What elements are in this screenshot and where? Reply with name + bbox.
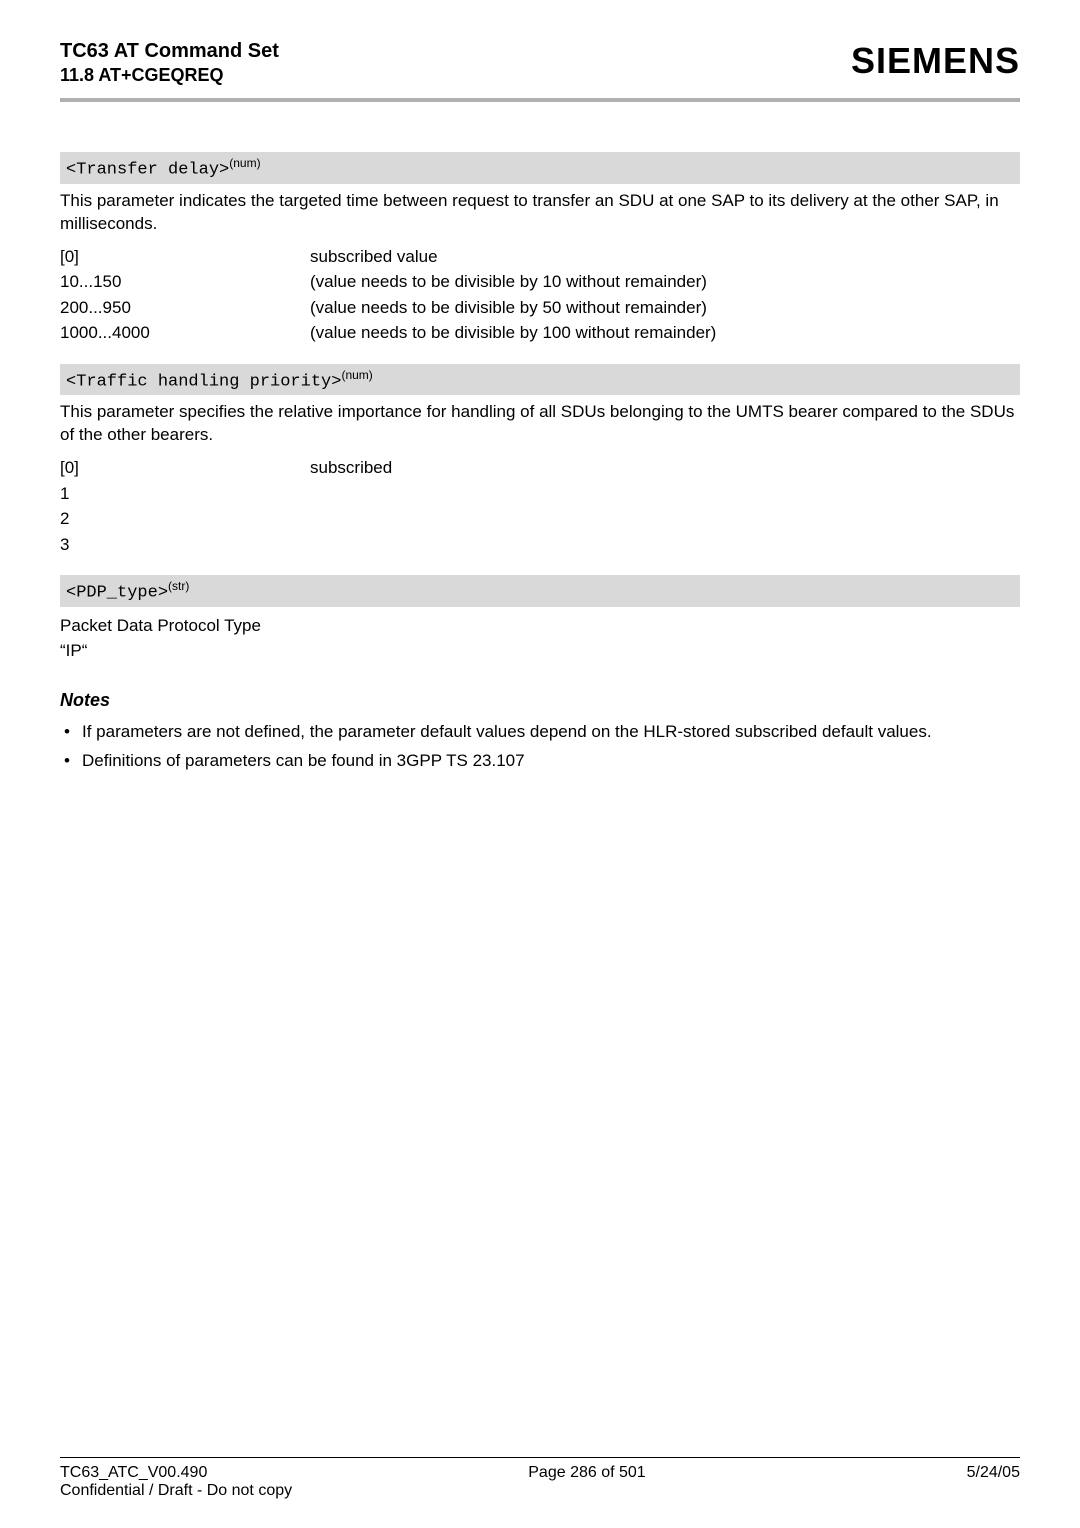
doc-subtitle: 11.8 AT+CGEQREQ [60,65,279,86]
page-header: TC63 AT Command Set 11.8 AT+CGEQREQ SIEM… [60,40,1020,86]
value-key: [0] [60,244,310,270]
value-desc [310,532,1020,558]
param-pdp-type: <PDP_type>(str) [60,575,1020,607]
note-item: If parameters are not defined, the param… [60,721,1020,744]
param-transfer-delay: <Transfer delay>(num) [60,152,1020,184]
header-divider [60,98,1020,102]
value-key: 1000...4000 [60,320,310,346]
param-sup: (num) [229,156,260,170]
footer-left: TC63_ATC_V00.490 [60,1464,207,1482]
param-label: <Transfer delay> [66,161,229,180]
value-key: [0] [60,455,310,481]
param-traffic-priority: <Traffic handling priority>(num) [60,364,1020,396]
param-description: This parameter specifies the relative im… [60,401,1020,447]
notes-list: If parameters are not defined, the param… [60,721,1020,773]
value-desc [310,481,1020,507]
value-row: 3 [60,532,1020,558]
value-row: 1000...4000 (value needs to be divisible… [60,320,1020,346]
value-row: 1 [60,481,1020,507]
value-row: [0] subscribed value [60,244,1020,270]
value-desc [310,506,1020,532]
footer-row: TC63_ATC_V00.490 Page 286 of 501 5/24/05 [60,1464,1020,1482]
value-desc: subscribed [310,455,1020,481]
footer-right: 5/24/05 [967,1464,1020,1482]
notes-heading: Notes [60,690,1020,711]
value-row: 2 [60,506,1020,532]
value-key: “IP“ [60,638,310,664]
value-key: Packet Data Protocol Type [60,613,261,639]
value-row: “IP“ [60,638,1020,664]
value-key: 10...150 [60,269,310,295]
value-desc: subscribed value [310,244,1020,270]
value-desc: (value needs to be divisible by 50 witho… [310,295,1020,321]
param-sup: (num) [341,368,372,382]
value-desc: (value needs to be divisible by 10 witho… [310,269,1020,295]
value-key: 200...950 [60,295,310,321]
value-row: [0] subscribed [60,455,1020,481]
header-left: TC63 AT Command Set 11.8 AT+CGEQREQ [60,40,279,86]
param-label: <PDP_type> [66,584,168,603]
value-row: 10...150 (value needs to be divisible by… [60,269,1020,295]
param-label: <Traffic handling priority> [66,372,341,391]
doc-title: TC63 AT Command Set [60,40,279,63]
value-key: 1 [60,481,310,507]
footer-center: Page 286 of 501 [528,1464,645,1482]
footer-left-line2: Confidential / Draft - Do not copy [60,1482,1020,1500]
siemens-logo: SIEMENS [851,40,1020,82]
value-row: 200...950 (value needs to be divisible b… [60,295,1020,321]
param-sup: (str) [168,579,189,593]
note-item: Definitions of parameters can be found i… [60,750,1020,773]
value-key: 2 [60,506,310,532]
value-desc: (value needs to be divisible by 100 with… [310,320,1020,346]
page-footer: TC63_ATC_V00.490 Page 286 of 501 5/24/05… [60,1457,1020,1500]
value-row: Packet Data Protocol Type [60,613,1020,639]
param-description: This parameter indicates the targeted ti… [60,190,1020,236]
value-key: 3 [60,532,310,558]
page-content: TC63 AT Command Set 11.8 AT+CGEQREQ SIEM… [0,0,1080,773]
